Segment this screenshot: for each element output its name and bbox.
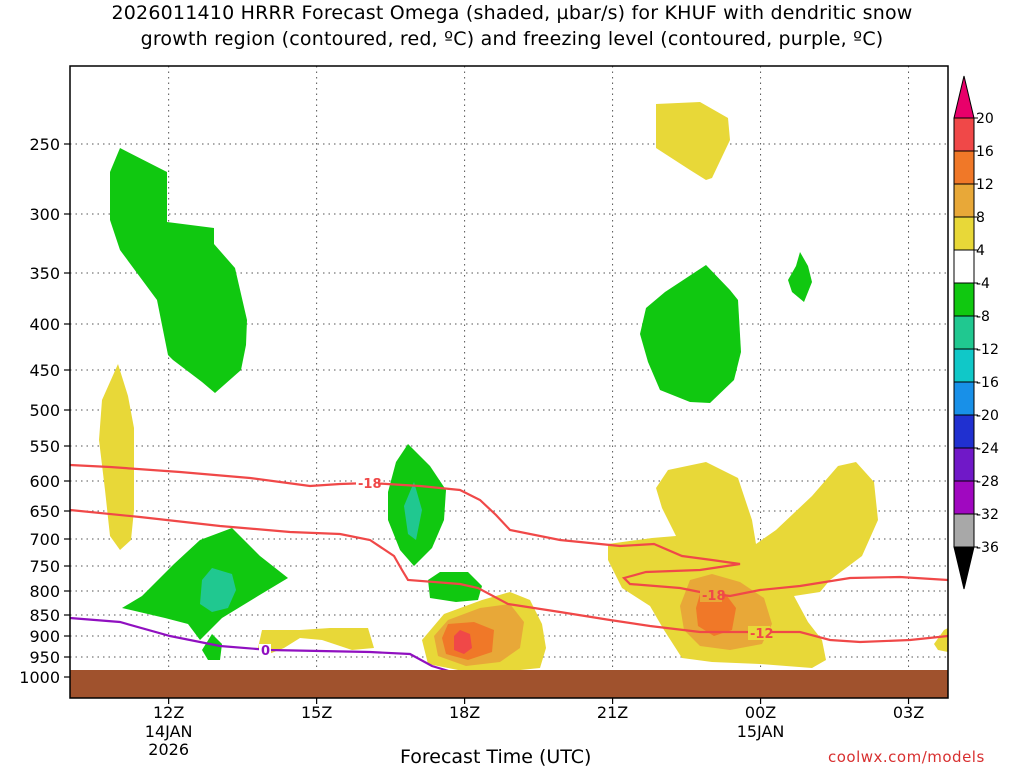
colorbar-swatch [953, 381, 975, 416]
colorbar-swatch [953, 513, 975, 548]
title-line-2: growth region (contoured, red, ºC) and f… [140, 28, 884, 50]
x-tick-label: 00Z [745, 703, 776, 722]
omega-region [110, 148, 247, 393]
y-tick-label: 650 [29, 502, 60, 521]
colorbar-label: 16 [976, 144, 994, 160]
colorbar-label: -12 [976, 342, 999, 358]
y-tick-label: 300 [29, 205, 60, 224]
colorbar-swatch [953, 150, 975, 185]
y-tick-label: 750 [29, 557, 60, 576]
colorbar-label: 20 [976, 111, 994, 127]
colorbar-swatch [953, 348, 975, 383]
colorbar-label: -16 [976, 375, 999, 391]
contour-label-bg [259, 644, 271, 658]
x-tick-label: 12Z [153, 703, 184, 722]
y-tick-label: 950 [29, 648, 60, 667]
y-tick-label: 600 [29, 472, 60, 491]
y-tick-label: 450 [29, 361, 60, 380]
credit-text: coolwx.com/models [828, 748, 985, 766]
omega-region [454, 630, 472, 654]
x-axis-label: Forecast Time (UTC) [400, 746, 592, 768]
colorbar-swatch [953, 282, 975, 317]
contour-label: -18 [702, 589, 726, 604]
y-tick-label: 700 [29, 530, 60, 549]
colorbar-label: -36 [976, 540, 999, 556]
colorbar-cap-bottom [953, 546, 975, 590]
contour-label-bg [356, 476, 378, 490]
colorbar-swatch [953, 183, 975, 218]
contour-minus-18 [69, 463, 949, 598]
colorbar-label: -28 [976, 474, 999, 490]
x-tick-label: 21Z [597, 703, 628, 722]
contour-minus-12 [69, 508, 949, 644]
colorbar-label: -8 [976, 309, 990, 325]
y-tick-label: 250 [29, 135, 60, 154]
temperature-contours: -18 -18 -12 0 [69, 463, 949, 674]
omega-region [656, 102, 730, 180]
ground-terrain [70, 670, 948, 698]
colorbar-label: 12 [976, 177, 994, 193]
freezing-label: 0 [261, 644, 270, 659]
y-tick-label: 800 [29, 582, 60, 601]
y-tick-label: 500 [29, 401, 60, 420]
colorbar-label: -24 [976, 441, 999, 457]
y-tick-label: 850 [29, 606, 60, 625]
colorbar-swatch [953, 480, 975, 515]
colorbar-label: 8 [976, 210, 985, 226]
colorbar-swatch [953, 447, 975, 482]
chart-title: 2026011410 HRRR Forecast Omega (shaded, … [0, 0, 1024, 52]
freezing-level [69, 616, 480, 674]
colorbar-label: -32 [976, 507, 999, 523]
omega-region [608, 462, 878, 668]
colorbar-label: -4 [976, 276, 990, 292]
x-tick-label: 18Z [449, 703, 480, 722]
x-tick-label: 15Z [301, 703, 332, 722]
omega-region [404, 482, 422, 540]
contour-label-bg [700, 588, 722, 602]
omega-region [428, 572, 482, 602]
plot-border [69, 65, 949, 699]
y-axis: 250 300 350 400 450 500 550 600 650 700 750 800 850 9… [19, 135, 70, 687]
colorbar-swatch [953, 216, 975, 251]
y-tick-label: 1000 [19, 668, 60, 687]
omega-region [258, 628, 374, 656]
x-tick-date: 14JAN [145, 722, 193, 741]
contour-label-bg [748, 626, 770, 640]
omega-region [696, 592, 736, 636]
omega-region [99, 364, 134, 550]
omega-region [202, 634, 222, 660]
omega-region [788, 252, 812, 302]
x-tick-label: 03Z [893, 703, 924, 722]
contour-label: -18 [358, 477, 382, 492]
y-tick-label: 900 [29, 627, 60, 646]
colorbar-swatch [953, 249, 975, 284]
x-tick-date: 15JAN [737, 722, 785, 741]
colorbar-label: 4 [976, 243, 985, 259]
colorbar-swatch [953, 414, 975, 449]
y-tick-label: 550 [29, 437, 60, 456]
colorbar-swatch [953, 117, 975, 152]
title-line-1: 2026011410 HRRR Forecast Omega (shaded, … [111, 2, 913, 24]
colorbar: 20 16 12 8 4 -4 -8 -12 -16 -20 -24 -28 -32 -36 [953, 75, 999, 590]
omega-region [640, 265, 741, 403]
y-tick-label: 350 [29, 264, 60, 283]
y-tick-label: 400 [29, 315, 60, 334]
omega-region [200, 568, 236, 612]
contour-label: -12 [750, 627, 774, 642]
colorbar-cap-top [953, 75, 975, 119]
x-tick-year: 2026 [148, 740, 189, 759]
colorbar-label: -20 [976, 408, 999, 424]
omega-region [934, 628, 948, 652]
colorbar-swatch [953, 315, 975, 350]
